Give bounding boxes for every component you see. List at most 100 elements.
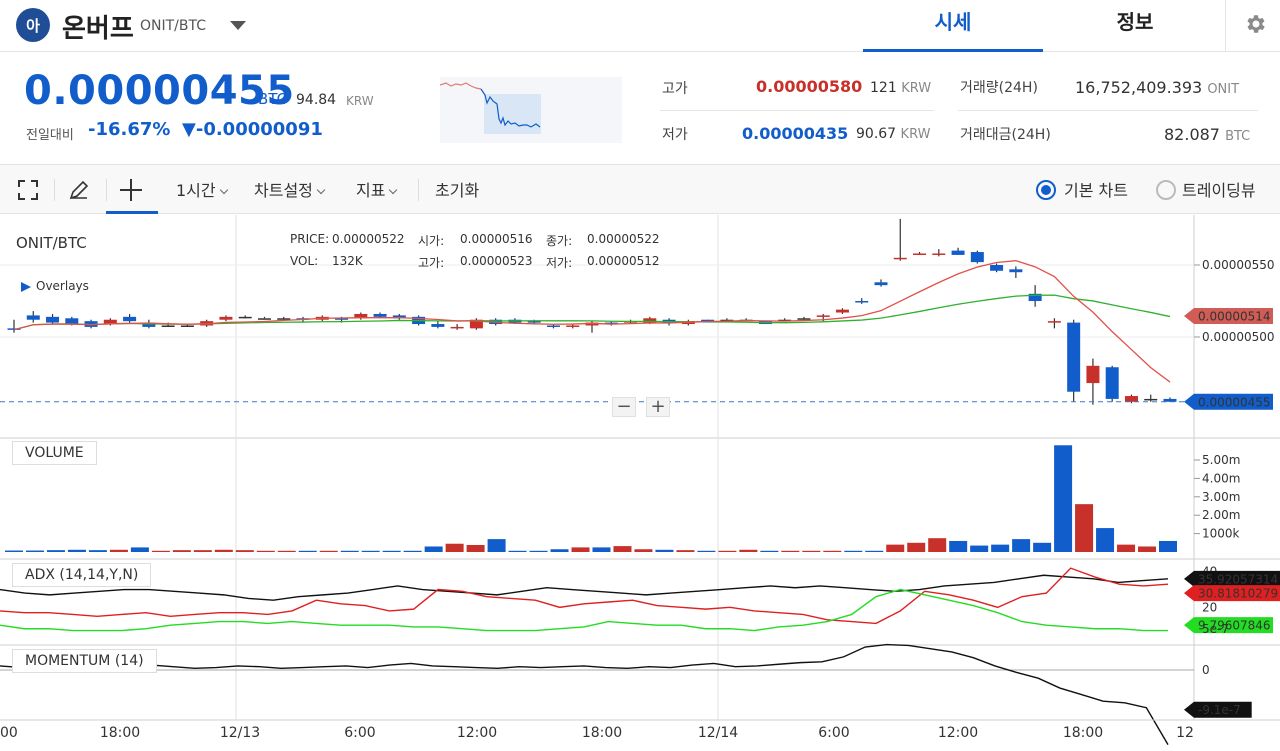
indicators-menu[interactable]: 지표: [356, 177, 398, 201]
volume-bar: [256, 550, 275, 552]
momentum-panel-label[interactable]: MOMENTUM (14): [12, 649, 157, 673]
low-krw-value: 90.67: [856, 126, 897, 142]
volume-bar: [109, 549, 128, 552]
volume-24h-label: 거래량(24H): [960, 80, 1038, 96]
volume-bar: [424, 546, 443, 552]
chart-settings-menu[interactable]: 차트설정: [254, 177, 326, 201]
zoom-in-button[interactable]: +: [646, 397, 670, 417]
volume-bar: [907, 542, 926, 552]
volume-bar: [67, 549, 86, 552]
volume-bar: [1075, 504, 1094, 552]
chevron-down-icon: [316, 185, 326, 195]
volume-bar: [298, 550, 317, 552]
volume-bar: [340, 550, 359, 552]
volume-bar: [655, 549, 674, 552]
amount-24h-value: 82.087: [1164, 125, 1220, 144]
candle: [913, 253, 927, 255]
volume-bar: [781, 550, 800, 552]
volume-bar: [1138, 546, 1157, 552]
volume-bar: [1117, 544, 1136, 552]
zoom-out-button[interactable]: −: [612, 397, 636, 417]
overlays-label[interactable]: Overlays: [36, 279, 89, 293]
volume-bar: [718, 550, 737, 552]
fullscreen-icon[interactable]: [18, 180, 38, 200]
candle: [643, 318, 657, 323]
triangle-right-icon[interactable]: [20, 281, 32, 293]
time-tick-label: 18:00: [1063, 725, 1103, 741]
candle: [142, 322, 156, 327]
high-krw-value: 121: [870, 80, 897, 96]
candle: [238, 316, 252, 319]
time-tick-label: 6:00: [344, 725, 375, 741]
chart-canvas[interactable]: 0.00000550 0.00000500 0.00000514 0.00000455…: [0, 215, 1280, 751]
tradingview-radio[interactable]: [1156, 180, 1176, 200]
volume-bar: [319, 550, 338, 552]
coin-dropdown-icon[interactable]: [230, 21, 246, 30]
time-tick-label: 12/13: [220, 725, 260, 741]
price-krw: 94.84: [296, 92, 337, 108]
volume-bar: [1054, 445, 1073, 552]
volume-tick-label: 5.00m: [1202, 453, 1240, 467]
volume-panel-label[interactable]: VOLUME: [12, 441, 97, 465]
candle: [431, 324, 445, 327]
indicators-label: 지표: [356, 181, 386, 200]
volume-bar: [970, 545, 989, 552]
adx-tick-label: 20: [1202, 600, 1217, 614]
candle: [7, 328, 21, 330]
low-value: 0.00000435: [742, 124, 849, 143]
momentum-tick-label: 5e-7: [1202, 622, 1229, 636]
plus-di-badge: 30.81810279: [1198, 587, 1278, 601]
mini-chart: [440, 77, 622, 143]
volume-tick-label: 4.00m: [1202, 471, 1240, 485]
candle: [604, 322, 618, 325]
time-tick-label: 12:00: [938, 725, 978, 741]
ohlc-open-value: 0.00000516: [460, 232, 533, 246]
candle: [257, 318, 271, 320]
time-tick-label: 6:00: [818, 725, 849, 741]
reset-button[interactable]: 초기화: [435, 181, 480, 200]
coin-pair[interactable]: ONIT/BTC: [140, 18, 207, 34]
volume-bar: [1159, 540, 1177, 552]
candle: [778, 319, 792, 322]
gear-icon[interactable]: [1244, 12, 1268, 36]
volume-24h-unit: ONIT: [1207, 82, 1240, 97]
change-label: 전일대비: [26, 128, 74, 143]
candle: [450, 326, 464, 329]
volume-bar: [235, 550, 254, 552]
moving-average-short-line: [13, 260, 1171, 383]
candle: [970, 252, 984, 263]
stat-divider: [660, 110, 934, 111]
basic-chart-label[interactable]: 기본 차트: [1064, 181, 1128, 200]
interval-select[interactable]: 1시간: [176, 177, 228, 201]
candle: [855, 301, 869, 303]
ma-price-badge: 0.00000514: [1198, 310, 1271, 324]
candle: [893, 257, 907, 260]
volume-bar: [634, 549, 653, 552]
price-chart[interactable]: 0.00000550 0.00000500 0.00000514 0.00000455…: [0, 215, 1280, 751]
volume-bar: [1033, 542, 1052, 552]
basic-chart-radio[interactable]: [1036, 180, 1056, 200]
candle: [1124, 396, 1138, 402]
minus-di-line: [0, 588, 1168, 632]
candle: [701, 319, 715, 322]
app-header: 아 온버프 ONIT/BTC 시세 정보: [0, 0, 1280, 52]
volume-bar: [1096, 528, 1115, 552]
tab-info[interactable]: 정보: [1116, 10, 1154, 34]
candle: [835, 309, 849, 313]
coin-name[interactable]: 온버프: [62, 14, 134, 44]
volume-bar: [466, 545, 485, 552]
candle: [1047, 321, 1061, 323]
candle: [392, 315, 406, 319]
crosshair-icon[interactable]: [120, 179, 142, 201]
ohlc-high-value: 0.00000523: [460, 254, 533, 268]
adx-panel-label[interactable]: ADX (14,14,Y,N): [12, 563, 152, 587]
chevron-down-icon: [389, 185, 398, 195]
tab-price[interactable]: 시세: [863, 0, 1043, 52]
candle: [874, 282, 888, 286]
tradingview-label[interactable]: 트레이딩뷰: [1182, 181, 1256, 200]
candle: [354, 313, 368, 319]
chart-settings-label: 차트설정: [254, 181, 313, 200]
pencil-icon[interactable]: [68, 179, 90, 201]
adx-line: [0, 574, 1169, 601]
volume-bar: [865, 550, 884, 552]
